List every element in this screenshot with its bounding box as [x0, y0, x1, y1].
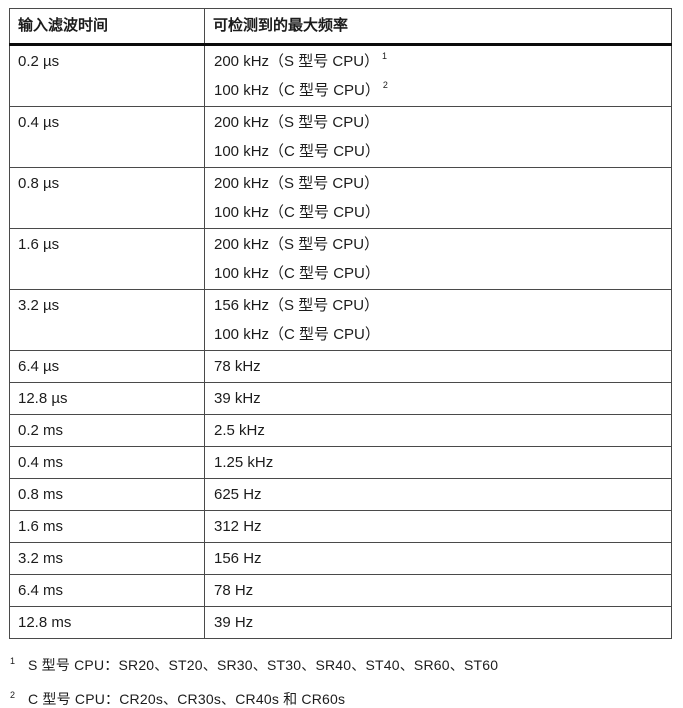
table-row: 0.4 ms 1.25 kHz — [9, 446, 672, 479]
footnote-marker: 2 — [10, 690, 16, 700]
cell-max-frequency: 156 kHz（S 型号 CPU） 100 kHz（C 型号 CPU） — [204, 289, 672, 351]
frequency-value: 156 kHz（S 型号 CPU） — [214, 297, 380, 314]
table-header-row: 输入滤波时间 可检测到的最大频率 — [9, 8, 672, 46]
frequency-value: 200 kHz（S 型号 CPU） — [214, 175, 380, 192]
cell-max-frequency: 200 kHz（S 型号 CPU） 100 kHz（C 型号 CPU） — [204, 106, 672, 168]
table-row: 1.6 ms 312 Hz — [9, 510, 672, 543]
table-row: 0.4 µs 200 kHz（S 型号 CPU） 100 kHz（C 型号 CPU） — [9, 106, 672, 168]
frequency-value: 78 Hz — [214, 582, 254, 599]
cell-filter-time: 0.2 ms — [9, 414, 205, 447]
cell-max-frequency: 625 Hz — [204, 478, 672, 511]
column-header-max-frequency: 可检测到的最大频率 — [204, 8, 672, 46]
frequency-value: 1.25 kHz — [214, 454, 274, 471]
frequency-value: 100 kHz（C 型号 CPU） — [214, 143, 380, 160]
footnote-ref: 1 — [382, 51, 388, 61]
cell-filter-time: 3.2 µs — [9, 289, 205, 351]
frequency-value: 100 kHz（C 型号 CPU） — [214, 326, 380, 343]
table-row: 0.8 ms 625 Hz — [9, 478, 672, 511]
frequency-value: 39 Hz — [214, 614, 254, 631]
cell-max-frequency: 39 Hz — [204, 606, 672, 639]
frequency-value: 100 kHz（C 型号 CPU） 2 — [214, 80, 388, 100]
table-row: 1.6 µs 200 kHz（S 型号 CPU） 100 kHz（C 型号 CPU） — [9, 228, 672, 290]
cell-max-frequency: 312 Hz — [204, 510, 672, 543]
cell-filter-time: 6.4 µs — [9, 350, 205, 383]
footnote: 2 C 型号 CPU：CR20s、CR30s、CR40s 和 CR60s — [10, 686, 673, 708]
cell-max-frequency: 200 kHz（S 型号 CPU） 100 kHz（C 型号 CPU） — [204, 167, 672, 229]
table-row: 3.2 ms 156 Hz — [9, 542, 672, 575]
table-row: 12.8 ms 39 Hz — [9, 606, 672, 639]
frequency-value: 100 kHz（C 型号 CPU） — [214, 265, 380, 282]
footnotes: 1 S 型号 CPU：SR20、ST20、SR30、ST30、SR40、ST40、… — [9, 652, 673, 708]
table-row: 0.8 µs 200 kHz（S 型号 CPU） 100 kHz（C 型号 CPU） — [9, 167, 672, 229]
cell-max-frequency: 2.5 kHz — [204, 414, 672, 447]
cell-filter-time: 0.8 µs — [9, 167, 205, 229]
frequency-value: 312 Hz — [214, 518, 262, 535]
table-row: 6.4 µs 78 kHz — [9, 350, 672, 383]
frequency-value: 200 kHz（S 型号 CPU） — [214, 114, 380, 131]
cell-max-frequency: 1.25 kHz — [204, 446, 672, 479]
frequency-value: 625 Hz — [214, 486, 262, 503]
table-row: 6.4 ms 78 Hz — [9, 574, 672, 607]
frequency-value: 200 kHz（S 型号 CPU） — [214, 236, 380, 253]
table-row: 3.2 µs 156 kHz（S 型号 CPU） 100 kHz（C 型号 CPU） — [9, 289, 672, 351]
frequency-value: 200 kHz（S 型号 CPU） 1 — [214, 51, 388, 71]
cell-filter-time: 0.8 ms — [9, 478, 205, 511]
cell-max-frequency: 156 Hz — [204, 542, 672, 575]
column-header-input-filter-time: 输入滤波时间 — [9, 8, 205, 46]
cell-max-frequency: 200 kHz（S 型号 CPU） 1 100 kHz（C 型号 CPU） 2 — [204, 44, 672, 107]
footnote-ref: 2 — [382, 80, 388, 90]
frequency-value: 156 Hz — [214, 550, 262, 567]
table-row: 12.8 µs 39 kHz — [9, 382, 672, 415]
cell-filter-time: 0.2 µs — [9, 44, 205, 107]
frequency-value: 39 kHz — [214, 390, 261, 407]
cell-filter-time: 1.6 ms — [9, 510, 205, 543]
filter-frequency-table: 输入滤波时间 可检测到的最大频率 0.2 µs 200 kHz（S 型号 CPU）… — [9, 8, 672, 639]
cell-filter-time: 12.8 µs — [9, 382, 205, 415]
cell-max-frequency: 200 kHz（S 型号 CPU） 100 kHz（C 型号 CPU） — [204, 228, 672, 290]
cell-filter-time: 0.4 ms — [9, 446, 205, 479]
table-row: 0.2 µs 200 kHz（S 型号 CPU） 1 100 kHz（C 型号 CPU… — [9, 44, 672, 107]
footnote-marker: 1 — [10, 656, 16, 666]
footnote: 1 S 型号 CPU：SR20、ST20、SR30、ST30、SR40、ST40、… — [10, 652, 673, 674]
cell-filter-time: 1.6 µs — [9, 228, 205, 290]
frequency-value: 78 kHz — [214, 358, 261, 375]
footnote-text: S 型号 CPU：SR20、ST20、SR30、ST30、SR40、ST40、S… — [28, 657, 499, 673]
cell-max-frequency: 39 kHz — [204, 382, 672, 415]
cell-filter-time: 6.4 ms — [9, 574, 205, 607]
cell-max-frequency: 78 kHz — [204, 350, 672, 383]
table-row: 0.2 ms 2.5 kHz — [9, 414, 672, 447]
cell-max-frequency: 78 Hz — [204, 574, 672, 607]
frequency-value: 100 kHz（C 型号 CPU） — [214, 204, 380, 221]
frequency-value: 2.5 kHz — [214, 422, 265, 439]
footnote-text: C 型号 CPU：CR20s、CR30s、CR40s 和 CR60s — [28, 691, 346, 707]
cell-filter-time: 3.2 ms — [9, 542, 205, 575]
cell-filter-time: 0.4 µs — [9, 106, 205, 168]
cell-filter-time: 12.8 ms — [9, 606, 205, 639]
